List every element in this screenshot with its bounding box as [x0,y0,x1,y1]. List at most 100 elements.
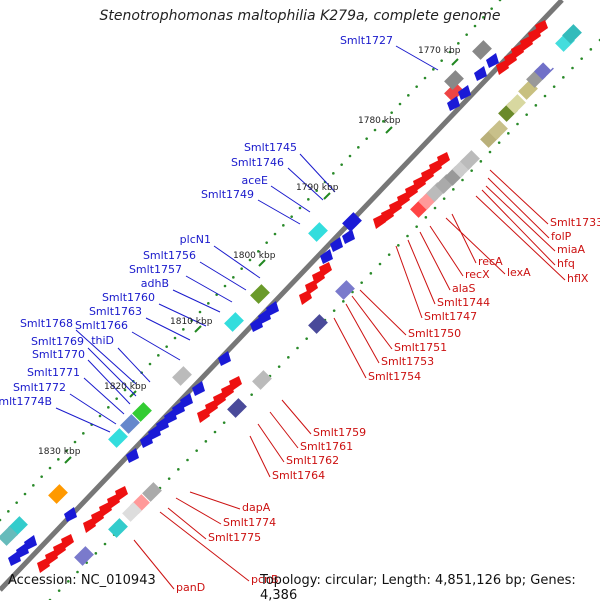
feature-dot [32,484,35,487]
feature-dot [525,113,528,116]
callout-line-right [281,399,312,435]
feature-dot [107,406,110,409]
feature-dot [305,337,308,340]
reverse-gene-arrow [91,510,104,525]
reverse-gene-arrow [99,502,112,517]
reverse-gene-arrow [61,534,74,549]
scale-label: 1810 kbp [170,317,213,327]
forward-gene-arrow [447,96,460,111]
callout-line-left [69,393,117,425]
callout-line-right [475,195,566,281]
gene-block [108,518,128,538]
gene-block [132,402,152,422]
feature-dot [373,128,377,132]
feature-dot [432,68,435,71]
reverse-gene-arrow [437,152,450,167]
callout-line-left [287,167,324,201]
forward-gene-arrow [8,551,21,566]
feature-dot [552,85,556,88]
gene-label-left: Smlt1769 [31,335,84,348]
feature-dot [167,477,171,480]
forward-gene-arrow [218,351,231,366]
forward-gene-arrow [172,401,185,416]
callout-line-left [299,153,336,193]
feature-dot [470,169,473,172]
feature-dot [186,458,189,462]
feature-dot [398,102,402,106]
gene-label-right: Smlt1751 [394,341,447,354]
reverse-gene-arrow [115,486,128,501]
callout-line-right [429,225,464,277]
gene-label-left: Smlt1766 [75,319,128,332]
scale-tick [323,192,331,200]
gene-label-left: Smlt1756 [143,249,196,262]
feature-dot [307,198,310,201]
feature-dot [369,272,373,275]
callout-line-left [185,275,233,303]
feature-dot [40,475,43,478]
feature-dot [257,250,260,253]
forward-gene-arrow [64,507,77,522]
callout-line-left [199,261,247,291]
gene-block [142,482,162,502]
callout-line-right [351,295,393,350]
feature-dot [82,432,85,435]
gene-label-right: Smlt1733 [550,216,600,229]
gene-label-right: recX [465,268,490,281]
feature-dot [290,215,293,218]
feature-dot [457,42,460,45]
callout-line-left [117,347,151,383]
reverse-gene-arrow [373,214,386,229]
gene-label-left: Smlt1774B [0,395,52,408]
forward-gene-arrow [342,229,355,244]
gene-block [488,120,508,140]
reverse-gene-arrow [397,192,410,207]
feature-dot [406,234,409,238]
callout-line-right [451,213,477,264]
feature-dot [213,430,217,434]
feature-dot [397,244,400,247]
callout-line-left [75,329,137,385]
feature-dot [15,501,18,504]
feature-dot [273,232,277,236]
gene-block [472,40,492,60]
forward-gene-arrow [180,393,193,408]
forward-gene-arrow [250,317,263,332]
reverse-gene-arrow [213,392,226,407]
callout-line-right [485,185,556,252]
callout-line-left [87,347,137,397]
gene-label-left: Smlt1760 [102,291,155,304]
gene-label-right: Smlt1764 [272,469,325,482]
feature-dot [315,189,318,192]
gene-blocks [0,20,582,573]
reverse-gene-arrow [421,168,434,183]
feature-dot [57,458,60,461]
gene-block [252,370,272,390]
feature-dot [390,111,393,114]
feature-dot [207,302,210,305]
callout-line-right [175,497,222,525]
callout-line-left [87,359,131,405]
callout-line-left [395,45,439,71]
reverse-gene-arrow [413,176,426,191]
gene-label-right: miaA [557,243,586,256]
feature-dot [282,224,285,227]
feature-dot [198,310,202,314]
forward-gene-arrow [148,425,161,440]
feature-dot [378,262,382,266]
gene-label-right: Smlt1744 [437,296,490,309]
forward-gene-arrow [266,301,279,316]
gene-label-right: pcnB [251,573,279,586]
callout-line-left [270,185,311,213]
gene-label-right: dapA [242,501,271,514]
callout-line-right [481,189,556,266]
callout-line-right [257,423,285,463]
gene-label-right: panD [176,581,205,594]
gene-label-right: Smlt1761 [300,440,353,453]
feature-dot [340,163,343,166]
feature-dot [516,122,519,126]
feature-dot [365,137,368,140]
forward-gene-arrow [258,309,271,324]
feature-dot [571,66,574,70]
